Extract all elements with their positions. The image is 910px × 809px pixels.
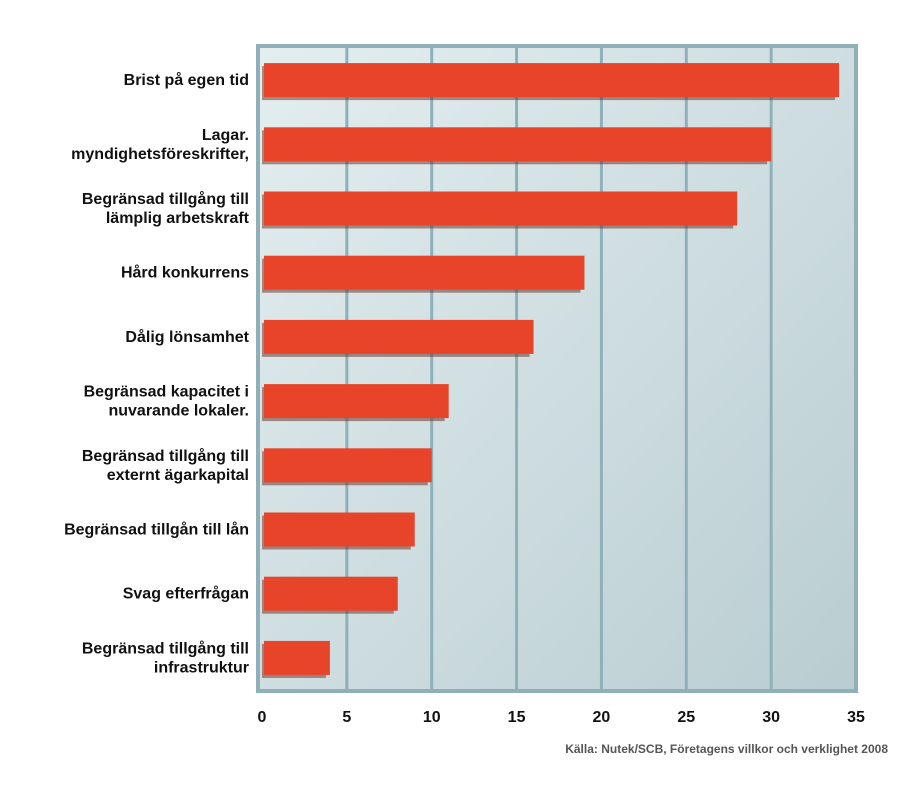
x-tick-label: 5	[342, 709, 351, 726]
x-tick-label: 15	[508, 709, 526, 726]
source-note: Källa: Nutek/SCB, Företagens villkor och…	[565, 742, 888, 756]
x-tick-label: 30	[762, 709, 780, 726]
category-label: Begränsad kapacitet i nuvarande lokaler.	[84, 384, 249, 420]
bar	[264, 384, 449, 419]
bar	[264, 640, 330, 675]
bars	[262, 63, 840, 678]
category-label: Begränsad tillgång till infrastruktur	[82, 639, 249, 676]
bar	[264, 576, 398, 611]
x-tick-label: 20	[593, 709, 611, 726]
bar	[264, 512, 415, 547]
category-label: Dålig lönsamhet	[125, 328, 249, 346]
category-label: Begränsad tillgång till lämplig arbetskra…	[82, 190, 250, 227]
bar	[264, 191, 738, 226]
category-label: Brist på egen tid	[124, 71, 249, 89]
x-tick-label: 0	[258, 709, 267, 726]
x-tick-label: 10	[423, 709, 441, 726]
bar	[264, 127, 772, 162]
category-label: Lagar. myndighetsföreskrifter,	[71, 127, 249, 163]
category-label: Svag efterfrågan	[123, 585, 249, 603]
category-label: Hård konkurrens	[121, 264, 249, 282]
bar	[264, 448, 432, 483]
bar	[264, 319, 534, 354]
category-label: Begränsad tillgån till lån	[64, 521, 249, 539]
bar	[264, 255, 585, 290]
category-labels: Brist på egen tid Lagar. myndighetsföreskr…	[64, 71, 250, 676]
x-tick-label: 35	[847, 709, 865, 726]
x-axis-ticks: 0 5 10 15 20 25 30 35	[258, 709, 865, 726]
x-tick-label: 25	[677, 709, 695, 726]
bar	[264, 63, 840, 98]
category-label: Begränsad tillgång till externt ägarkapit…	[82, 447, 249, 484]
